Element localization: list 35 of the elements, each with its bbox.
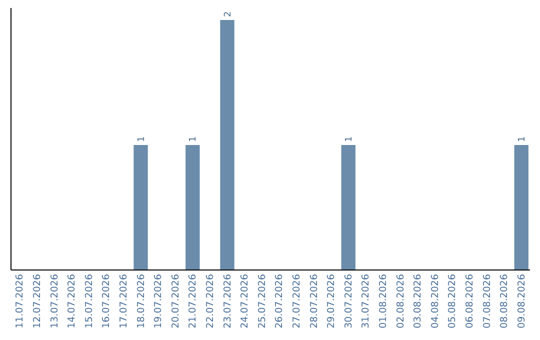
x-tick-label: 14.07.2026 — [66, 274, 78, 328]
x-tick-label: 19.07.2026 — [153, 274, 164, 328]
x-tick-label: 18.07.2026 — [136, 274, 147, 328]
x-tick-label: 26.07.2026 — [274, 274, 286, 328]
x-tick-label: 20.07.2026 — [170, 274, 182, 328]
data-label: 2 — [223, 11, 234, 17]
x-tick-label: 16.07.2026 — [101, 274, 112, 328]
x-tick-label: 09.08.2026 — [516, 274, 528, 328]
x-tick-label: 13.07.2026 — [49, 274, 60, 328]
x-tick-label: 21.07.2026 — [188, 274, 199, 328]
x-tick-label: 04.08.2026 — [430, 274, 441, 328]
data-label: 1 — [188, 136, 199, 142]
x-tick-label: 22.07.2026 — [204, 274, 216, 328]
x-tick-label: 12.07.2026 — [32, 274, 43, 328]
x-tick-label: 05.08.2026 — [447, 274, 458, 328]
x-tick-label: 17.07.2026 — [118, 274, 130, 328]
x-tick-label: 03.08.2026 — [412, 274, 424, 328]
x-tick-label: 02.08.2026 — [395, 274, 406, 328]
x-tick-label: 29.07.2026 — [326, 274, 338, 328]
x-tick-label: 24.07.2026 — [240, 274, 251, 328]
data-label: 1 — [136, 136, 147, 142]
x-tick-label: 31.07.2026 — [360, 274, 372, 328]
x-tick-label: 28.07.2026 — [308, 274, 320, 328]
data-label: 1 — [517, 136, 528, 142]
x-tick-label: 23.07.2026 — [222, 274, 234, 328]
data-label: 1 — [344, 136, 354, 142]
x-tick-label: 11.07.2026 — [14, 274, 26, 328]
x-tick-label: 06.08.2026 — [464, 274, 476, 328]
x-tick-label: 15.07.2026 — [84, 274, 95, 328]
x-tick-label: 25.07.2026 — [256, 274, 268, 328]
x-tick-label: 07.08.2026 — [482, 274, 493, 328]
x-tick-label: 30.07.2026 — [343, 274, 354, 328]
x-tick-label: 27.07.2026 — [291, 274, 302, 328]
x-tick-label: 01.08.2026 — [378, 274, 389, 328]
x-tick-label: 08.08.2026 — [499, 274, 510, 328]
